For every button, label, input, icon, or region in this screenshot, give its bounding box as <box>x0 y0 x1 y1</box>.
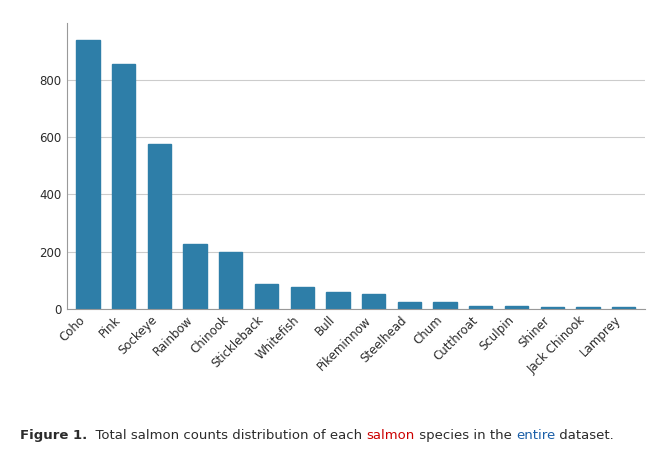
Bar <box>398 302 421 309</box>
Bar <box>577 307 600 309</box>
Bar <box>148 143 171 309</box>
Text: dataset.: dataset. <box>555 429 614 442</box>
Bar <box>184 244 207 309</box>
Bar <box>505 306 528 309</box>
Bar <box>291 286 314 309</box>
Bar <box>362 294 385 309</box>
Text: salmon: salmon <box>366 429 415 442</box>
Bar <box>541 307 564 309</box>
Text: Figure 1.: Figure 1. <box>20 429 87 442</box>
Text: species in the: species in the <box>415 429 516 442</box>
Bar <box>112 64 135 309</box>
Bar <box>612 307 635 309</box>
Bar <box>327 292 350 309</box>
Bar <box>219 252 242 309</box>
Text: entire: entire <box>516 429 555 442</box>
Text: Total salmon counts distribution of each: Total salmon counts distribution of each <box>87 429 366 442</box>
Bar <box>469 306 492 309</box>
Bar <box>76 40 100 309</box>
Bar <box>255 284 278 309</box>
Bar <box>434 301 457 309</box>
